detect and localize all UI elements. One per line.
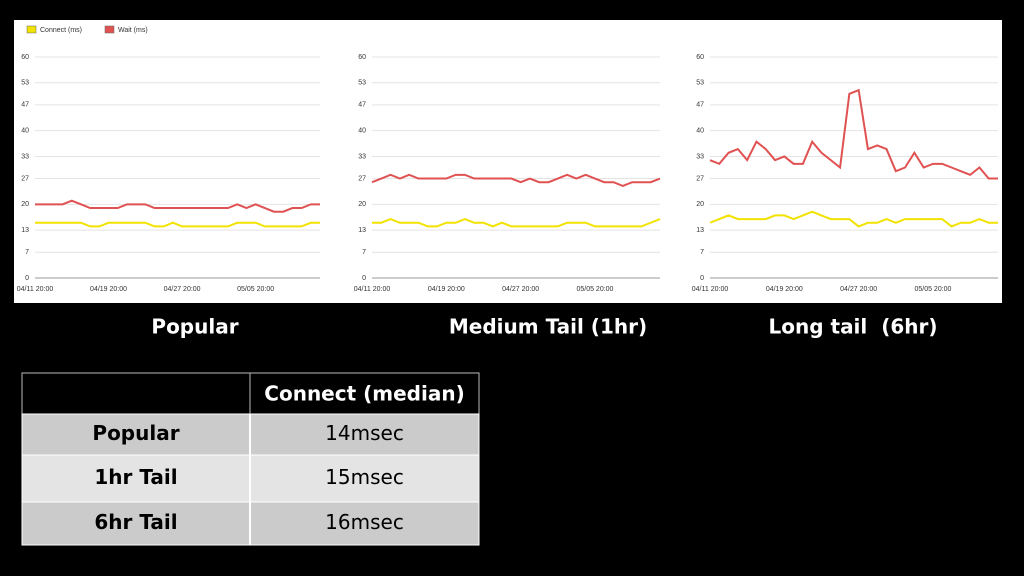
y-tick-label: 60 bbox=[21, 54, 29, 61]
x-tick-label: 04/11 20:00 bbox=[354, 286, 391, 293]
y-tick-label: 53 bbox=[358, 80, 366, 87]
x-tick-label: 04/27 20:00 bbox=[164, 286, 201, 293]
y-tick-label: 7 bbox=[362, 249, 366, 256]
x-tick-label: 04/11 20:00 bbox=[692, 286, 729, 293]
data-line bbox=[709, 88, 998, 180]
y-tick-label: 47 bbox=[358, 102, 366, 109]
chart-title: Popular bbox=[151, 315, 238, 339]
y-tick-label: 53 bbox=[21, 80, 29, 87]
y-tick-label: 20 bbox=[21, 201, 29, 208]
y-tick-label: 40 bbox=[21, 128, 29, 135]
chart-panel bbox=[14, 20, 1002, 303]
row-header: 1hr Tail bbox=[94, 465, 177, 489]
y-tick-label: 7 bbox=[700, 249, 704, 256]
legend-label: Wait (ms) bbox=[118, 27, 148, 34]
y-tick-label: 47 bbox=[696, 102, 704, 109]
y-tick-label: 7 bbox=[25, 249, 29, 256]
y-tick-label: 27 bbox=[21, 175, 29, 182]
y-tick-label: 33 bbox=[696, 153, 704, 160]
y-tick-label: 47 bbox=[21, 102, 29, 109]
x-tick-label: 05/05 20:00 bbox=[237, 286, 274, 293]
y-tick-label: 53 bbox=[696, 80, 704, 87]
column-header: Connect (median) bbox=[264, 382, 464, 406]
y-tick-label: 33 bbox=[358, 153, 366, 160]
x-tick-label: 05/05 20:00 bbox=[914, 286, 951, 293]
y-tick-label: 20 bbox=[696, 201, 704, 208]
y-tick-label: 40 bbox=[696, 128, 704, 135]
x-tick-label: 04/11 20:00 bbox=[17, 286, 54, 293]
chart-title: Long tail (6hr) bbox=[769, 315, 938, 339]
x-tick-label: 04/19 20:00 bbox=[90, 286, 127, 293]
legend-label: Connect (ms) bbox=[40, 27, 82, 34]
y-tick-label: 13 bbox=[696, 227, 704, 234]
data-line bbox=[371, 173, 661, 187]
table-cell: 16msec bbox=[325, 510, 404, 534]
y-tick-label: 60 bbox=[358, 54, 366, 61]
data-line bbox=[35, 221, 320, 228]
y-tick-label: 60 bbox=[696, 54, 704, 61]
x-tick-label: 04/19 20:00 bbox=[428, 286, 465, 293]
y-tick-label: 33 bbox=[21, 153, 29, 160]
x-tick-label: 04/19 20:00 bbox=[766, 286, 803, 293]
y-tick-label: 40 bbox=[358, 128, 366, 135]
row-header: Popular bbox=[92, 421, 179, 445]
data-line bbox=[372, 217, 661, 228]
legend-swatch bbox=[26, 25, 37, 34]
y-tick-label: 13 bbox=[21, 227, 29, 234]
y-tick-label: 13 bbox=[358, 227, 366, 234]
x-tick-label: 04/27 20:00 bbox=[502, 286, 539, 293]
table-cell: 14msec bbox=[325, 421, 404, 445]
table-cell: 15msec bbox=[325, 465, 404, 489]
y-tick-label: 0 bbox=[25, 275, 29, 282]
data-line bbox=[709, 210, 998, 228]
data-line bbox=[35, 199, 320, 213]
y-tick-label: 0 bbox=[362, 275, 366, 282]
y-tick-label: 27 bbox=[358, 175, 366, 182]
legend-swatch bbox=[104, 25, 115, 34]
y-tick-label: 20 bbox=[358, 201, 366, 208]
y-tick-label: 27 bbox=[696, 175, 704, 182]
x-tick-label: 05/05 20:00 bbox=[576, 286, 613, 293]
row-header: 6hr Tail bbox=[94, 510, 177, 534]
chart-title: Medium Tail (1hr) bbox=[449, 315, 647, 339]
y-tick-label: 0 bbox=[700, 275, 704, 282]
x-tick-label: 04/27 20:00 bbox=[840, 286, 877, 293]
